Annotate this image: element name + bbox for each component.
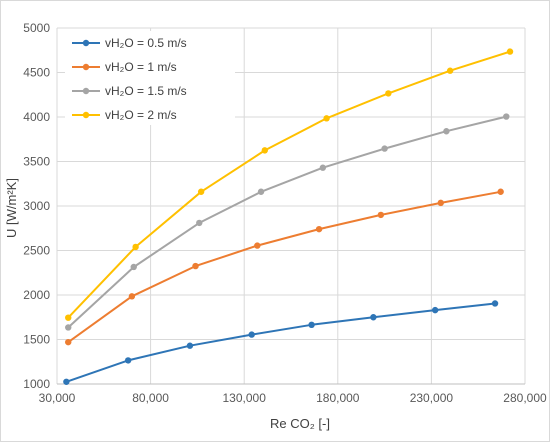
legend-label: vH₂O = 0.5 m/s xyxy=(105,36,187,50)
y-axis-ticks: 1000 1500 2000 2500 3000 3500 4000 4500 5000 xyxy=(23,21,50,391)
data-point xyxy=(315,225,323,233)
series-line xyxy=(67,50,511,319)
series-3 xyxy=(65,48,514,321)
x-tick-label: 180,000 xyxy=(316,391,360,405)
data-point xyxy=(65,338,72,346)
x-tick-label: 30,000 xyxy=(39,391,76,405)
y-tick-label: 4000 xyxy=(23,110,50,124)
data-point xyxy=(197,188,205,195)
legend-swatch-marker xyxy=(82,63,90,71)
y-tick-label: 5000 xyxy=(23,21,50,35)
series-2 xyxy=(65,113,510,331)
data-point xyxy=(196,219,203,227)
data-point xyxy=(248,331,255,338)
series-line xyxy=(67,115,507,329)
data-point xyxy=(63,378,70,385)
legend: vH₂O = 0.5 m/s vH₂O = 1 m/s vH₂O = 1.5 m/s… xyxy=(65,31,235,125)
y-tick-label: 3000 xyxy=(23,199,50,213)
data-point xyxy=(443,128,450,135)
legend-background xyxy=(65,31,235,125)
x-axis-title: Re CO₂ [-] xyxy=(270,416,330,431)
y-tick-label: 1000 xyxy=(23,377,50,391)
x-tick-label: 80,000 xyxy=(132,391,169,405)
x-axis-ticks: 30,000 80,000 130,000 180,000 230,000 280,000 xyxy=(39,391,547,405)
data-point xyxy=(437,199,444,207)
data-point xyxy=(381,145,388,152)
legend-swatch-marker xyxy=(82,87,90,95)
x-tick-label: 130,000 xyxy=(223,391,267,405)
series-1 xyxy=(65,188,504,346)
legend-swatch-marker xyxy=(82,111,90,119)
data-point xyxy=(323,115,330,122)
data-point xyxy=(261,147,268,154)
legend-item: vH₂O = 1.5 m/s xyxy=(72,84,187,98)
data-point xyxy=(370,314,377,321)
data-point xyxy=(128,293,136,300)
data-point xyxy=(308,321,315,329)
data-point xyxy=(192,262,199,270)
data-point xyxy=(65,324,72,331)
data-point xyxy=(132,243,139,251)
data-point xyxy=(506,48,514,55)
data-point xyxy=(130,263,137,271)
data-point xyxy=(186,342,194,349)
data-point xyxy=(124,357,132,364)
plot-series xyxy=(63,48,514,385)
legend-item: vH₂O = 0.5 m/s xyxy=(72,36,187,50)
data-point xyxy=(497,188,504,195)
data-point xyxy=(431,306,439,314)
y-tick-label: 2000 xyxy=(23,288,50,302)
x-tick-label: 230,000 xyxy=(410,391,454,405)
legend-label: vH₂O = 2 m/s xyxy=(105,108,177,122)
legend-item: vH₂O = 2 m/s xyxy=(72,108,177,122)
y-axis-title: U [W/m²K] xyxy=(4,178,19,238)
y-tick-label: 1500 xyxy=(23,333,50,347)
data-point xyxy=(377,211,385,219)
data-point xyxy=(65,314,72,321)
data-point xyxy=(385,90,392,97)
y-tick-label: 3500 xyxy=(23,155,50,169)
x-tick-label: 280,000 xyxy=(503,391,547,405)
legend-item: vH₂O = 1 m/s xyxy=(72,60,177,74)
data-point xyxy=(319,164,327,171)
gridlines xyxy=(56,27,526,385)
series-line xyxy=(67,190,501,344)
y-tick-label: 4500 xyxy=(23,66,50,80)
data-point xyxy=(446,67,454,74)
series-0 xyxy=(63,300,499,385)
legend-swatch-marker xyxy=(82,39,90,47)
y-tick-label: 2500 xyxy=(23,244,50,258)
data-point xyxy=(257,188,265,195)
data-point xyxy=(254,242,261,249)
legend-label: vH₂O = 1.5 m/s xyxy=(105,84,187,98)
data-point xyxy=(491,300,499,307)
series-line xyxy=(66,302,496,383)
data-point xyxy=(503,113,510,120)
legend-label: vH₂O = 1 m/s xyxy=(105,60,177,74)
